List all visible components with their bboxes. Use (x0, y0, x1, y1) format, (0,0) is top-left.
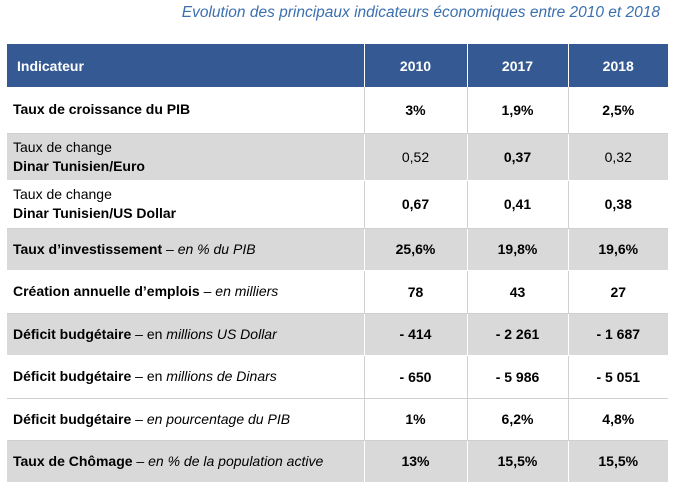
row-label: Taux de change Dinar Tunisien/US Dollar (7, 180, 365, 229)
page-title: Evolution des principaux indicateurs éco… (181, 4, 660, 21)
row-label: Déficit budgétaire – en pourcentage du P… (7, 398, 365, 441)
value-2010: 25,6% (364, 228, 468, 271)
value-2017: 19,8% (467, 228, 569, 271)
value-2018: - 5 051 (568, 355, 668, 399)
row-label-bold: Déficit budgétaire (13, 325, 132, 342)
table-body: Taux de croissance du PIB 3% 1,9% 2,5% T… (7, 87, 668, 483)
row-label: Taux d’investissement – en % du PIB (7, 228, 365, 271)
value-2010: 78 (364, 270, 468, 314)
value-2017: 1,9% (467, 87, 569, 134)
value-2018: 4,8% (568, 398, 668, 441)
row-label-separator: – (162, 240, 178, 257)
indicators-table: Indicateur 2010 2017 2018 Taux de croiss… (7, 44, 668, 483)
value-2017: 0,41 (467, 180, 569, 229)
row-label-bold: Taux d’investissement (13, 240, 163, 257)
row-label-bold: Dinar Tunisien/US Dollar (13, 205, 177, 221)
row-label: Déficit budgétaire – en millions de Dina… (7, 355, 365, 399)
row-label-bold: Taux de croissance du PIB (13, 101, 191, 118)
row-label: Taux de Chômage – en % de la population … (7, 440, 365, 483)
value-2010: 13% (364, 440, 468, 483)
row-label-bold: Taux de Chômage (13, 452, 133, 469)
row-label-italic: millions de Dinars (166, 368, 277, 384)
row-label-italic: en % du PIB (177, 240, 256, 257)
header-indicator: Indicateur (7, 44, 365, 87)
row-label-separator: – en (131, 368, 167, 384)
value-2018: 0,38 (568, 180, 668, 229)
header-year-2017: 2017 (467, 44, 569, 87)
row-label: Taux de change Dinar Tunisien/Euro (7, 133, 365, 181)
row-label-italic: en % de la population active (148, 452, 324, 469)
value-2010: 0,52 (364, 133, 468, 181)
value-2017: - 5 986 (467, 355, 569, 399)
value-2010: 0,67 (364, 180, 468, 229)
table-row: Taux de Chômage – en % de la population … (7, 440, 668, 483)
row-label-separator: – (132, 452, 149, 469)
row-label-bold: Création annuelle d’emplois (13, 283, 200, 299)
row-label-bold: Déficit budgétaire (13, 410, 132, 427)
value-2018: 0,32 (568, 133, 668, 181)
table-header: Indicateur 2010 2017 2018 (7, 44, 668, 87)
row-label-italic: en milliers (215, 283, 279, 299)
row-label-plain: Taux de change (13, 186, 112, 202)
value-2018: 2,5% (568, 87, 668, 134)
row-label-bold: Dinar Tunisien/Euro (13, 157, 145, 174)
value-2017: 0,37 (467, 133, 569, 181)
table-row: Création annuelle d’emplois – en millier… (7, 270, 668, 314)
value-2017: 15,5% (467, 440, 569, 483)
table-row: Taux d’investissement – en % du PIB 25,6… (7, 228, 668, 271)
row-label-italic: millions US Dollar (166, 325, 277, 342)
row-label-plain: Taux de change (13, 138, 112, 155)
header-row: Indicateur 2010 2017 2018 (7, 44, 668, 87)
table-row: Taux de change Dinar Tunisien/Euro 0,52 0… (7, 133, 668, 181)
value-2018: 27 (568, 270, 668, 314)
row-label-bold: Déficit budgétaire (13, 368, 132, 384)
row-label: Taux de croissance du PIB (7, 87, 365, 134)
row-label-separator: – (199, 283, 216, 299)
value-2018: 19,6% (568, 228, 668, 271)
table-row: Taux de croissance du PIB 3% 1,9% 2,5% (7, 87, 668, 134)
row-label-separator: – en (131, 325, 167, 342)
value-2017: - 2 261 (467, 313, 569, 356)
header-year-2010: 2010 (364, 44, 468, 87)
row-label-italic: en pourcentage du PIB (146, 410, 291, 427)
table-row: Déficit budgétaire – en millions US Doll… (7, 313, 668, 356)
table-row: Taux de change Dinar Tunisien/US Dollar 0… (7, 180, 668, 229)
value-2010: - 650 (364, 355, 468, 399)
row-label: Déficit budgétaire – en millions US Doll… (7, 313, 365, 356)
value-2010: 3% (364, 87, 468, 134)
table-row: Déficit budgétaire – en millions de Dina… (7, 355, 668, 399)
row-label-separator: – (131, 410, 147, 427)
value-2010: - 414 (364, 313, 468, 356)
row-label: Création annuelle d’emplois – en millier… (7, 270, 365, 314)
value-2017: 6,2% (467, 398, 569, 441)
table-row: Déficit budgétaire – en pourcentage du P… (7, 398, 668, 441)
value-2017: 43 (467, 270, 569, 314)
value-2018: - 1 687 (568, 313, 668, 356)
value-2018: 15,5% (568, 440, 668, 483)
header-year-2018: 2018 (568, 44, 668, 87)
value-2010: 1% (364, 398, 468, 441)
